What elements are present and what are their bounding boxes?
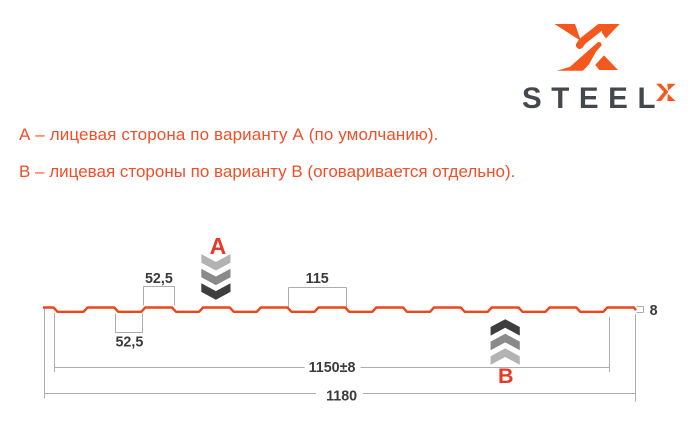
svg-text:1180: 1180: [326, 388, 357, 404]
svg-text:1150±8: 1150±8: [309, 360, 356, 376]
svg-text:8: 8: [650, 303, 658, 319]
svg-text:115: 115: [306, 271, 329, 287]
svg-text:52,5: 52,5: [115, 335, 143, 351]
svg-text:А: А: [210, 233, 227, 259]
svg-text:В: В: [498, 364, 514, 388]
svg-text:52,5: 52,5: [145, 271, 173, 287]
